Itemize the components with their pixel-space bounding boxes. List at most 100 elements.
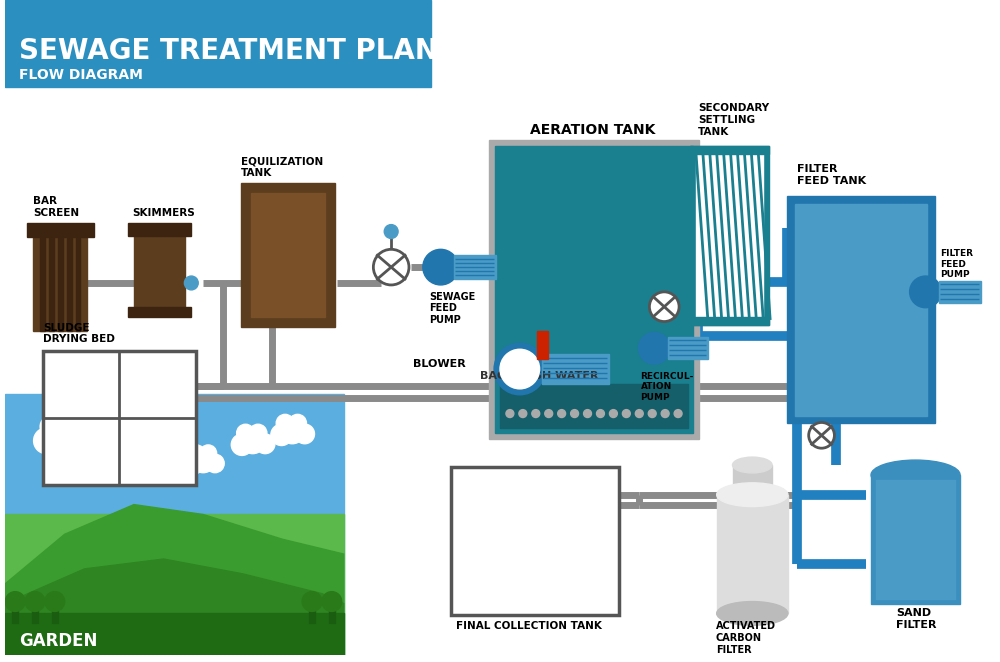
Bar [690,316,769,324]
Bar [27,222,94,238]
Circle shape [494,344,546,395]
Circle shape [40,416,62,438]
Circle shape [423,250,458,285]
Circle shape [545,410,553,418]
Circle shape [81,451,97,467]
Circle shape [188,445,205,462]
Bar [251,193,325,316]
Text: EQUILIZATION
TANK: EQUILIZATION TANK [241,156,323,178]
Bar [5,514,344,655]
Bar [489,140,699,440]
Circle shape [200,445,217,462]
Text: FILTER
FEED TANK: FILTER FEED TANK [797,164,866,186]
Polygon shape [5,559,344,655]
Circle shape [295,424,314,444]
Circle shape [87,459,104,477]
Circle shape [635,410,643,418]
Circle shape [322,592,342,612]
Bar [876,480,955,598]
Bar [795,204,927,416]
Text: SECONDARY
SETTLING
TANK: SECONDARY SETTLING TANK [698,103,769,136]
Polygon shape [5,504,344,655]
Circle shape [910,276,941,308]
Circle shape [141,402,161,422]
Circle shape [43,419,76,451]
Circle shape [661,410,669,418]
Text: BAR
SCREEN: BAR SCREEN [33,196,79,218]
Circle shape [70,451,86,467]
Bar [537,332,548,359]
Circle shape [571,410,579,418]
Circle shape [191,448,216,473]
Circle shape [384,224,398,238]
Circle shape [279,417,306,444]
Bar [58,232,63,332]
Bar [49,232,54,332]
Text: AERATION TANK: AERATION TANK [530,122,655,136]
Circle shape [5,592,25,612]
Text: FILTER
FEED
PUMP: FILTER FEED PUMP [940,249,973,279]
Circle shape [237,424,254,442]
Ellipse shape [717,483,788,506]
Bar [495,146,693,434]
Circle shape [249,424,267,442]
Bar [128,222,191,236]
Bar [33,232,87,332]
Circle shape [809,422,834,448]
Bar [696,152,763,318]
Bar [451,467,619,616]
Ellipse shape [733,457,772,473]
Bar [12,604,18,624]
Bar [668,338,708,359]
Bar [696,152,763,318]
Bar [76,232,80,332]
Text: BACKWASH WATER: BACKWASH WATER [480,371,599,381]
Circle shape [519,410,527,418]
Circle shape [183,454,203,475]
Bar [787,196,935,424]
Circle shape [500,350,540,389]
Circle shape [622,410,630,418]
Bar [52,604,58,624]
Text: SEWAGE
FEED
PUMP: SEWAGE FEED PUMP [429,292,475,325]
Circle shape [135,414,159,438]
Text: FLOW DIAGRAM: FLOW DIAGRAM [19,68,143,82]
Bar [5,0,431,87]
Text: SKIMMERS: SKIMMERS [132,208,195,218]
Circle shape [648,410,656,418]
Bar [5,394,344,655]
Text: RECIRCUL-
ATION
PUMP: RECIRCUL- ATION PUMP [640,372,694,402]
Bar [5,614,344,655]
Circle shape [276,414,294,432]
Bar [717,495,788,614]
Bar [128,307,191,316]
Text: GARDEN: GARDEN [19,632,98,650]
Circle shape [184,276,198,290]
Circle shape [649,292,679,322]
Bar [454,256,496,279]
Bar [241,183,335,326]
Text: SEWAGE TREATMENT PLANT: SEWAGE TREATMENT PLANT [19,38,457,66]
Bar [542,354,609,384]
Text: FINAL COLLECTION TANK: FINAL COLLECTION TANK [456,622,602,632]
Circle shape [34,428,60,454]
Circle shape [597,410,604,418]
Text: SAND
FILTER: SAND FILTER [896,608,936,630]
Bar [32,604,38,624]
Circle shape [73,453,96,477]
Circle shape [65,459,84,479]
Circle shape [373,250,409,285]
Bar [500,384,688,428]
Text: ACTIVATED
CARBON
FILTER: ACTIVATED CARBON FILTER [716,622,776,655]
Circle shape [584,410,591,418]
Circle shape [271,424,292,446]
Circle shape [63,428,87,451]
Circle shape [255,434,275,453]
Circle shape [231,434,253,455]
Bar [40,232,45,332]
Bar [43,352,196,485]
Circle shape [206,454,224,473]
Circle shape [239,427,266,453]
Circle shape [532,410,540,418]
Circle shape [55,416,77,438]
